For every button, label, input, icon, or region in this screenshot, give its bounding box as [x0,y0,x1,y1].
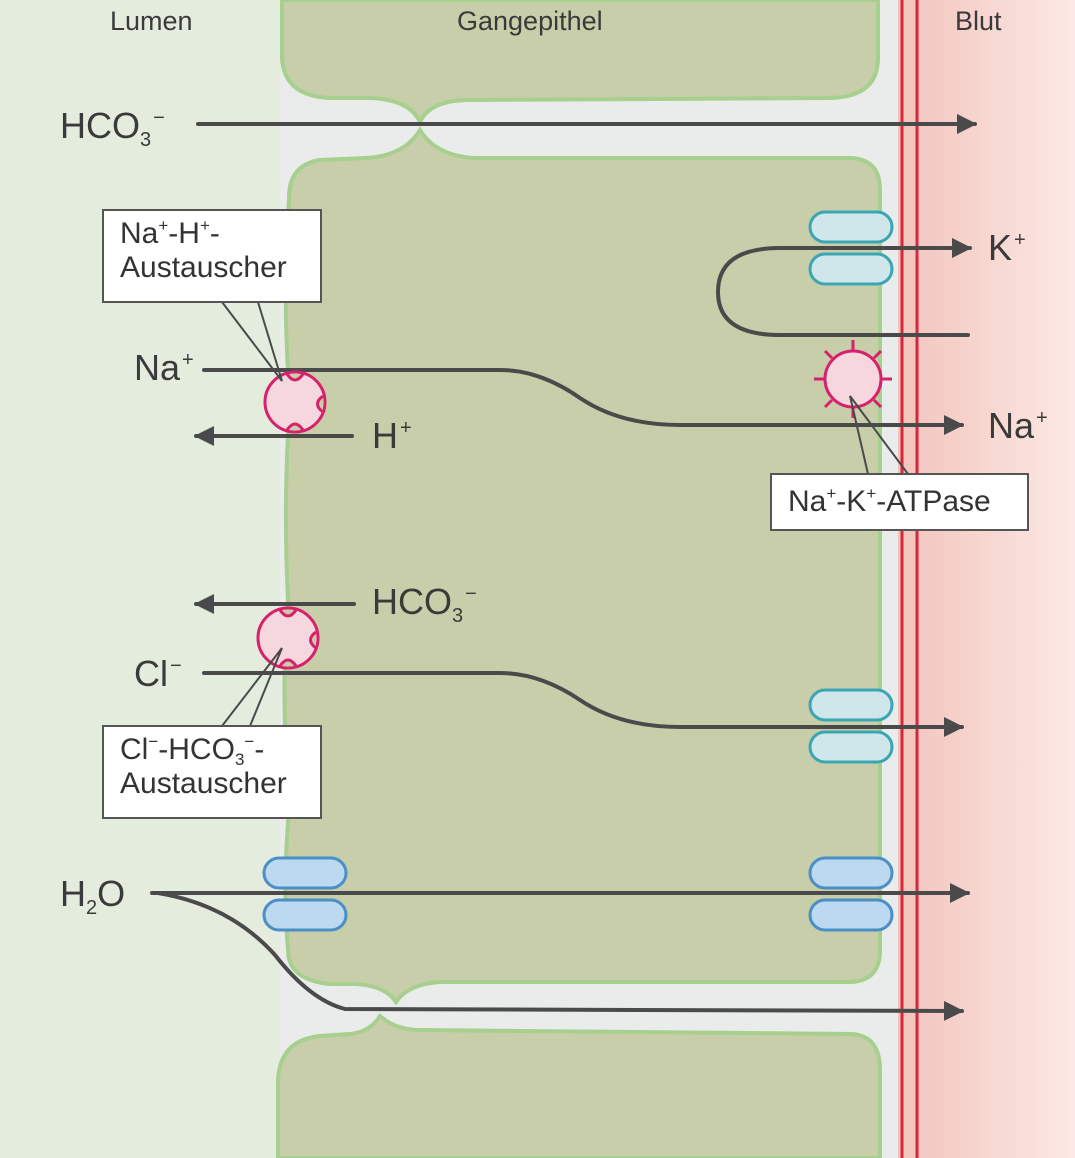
cl-hco3-exchanger [256,606,320,670]
cl-channel-upper [808,688,894,722]
callout-na-h-line2: Austauscher [120,250,287,284]
lumen-background [0,0,290,1158]
callout-cl-hco3-exchanger: Cl−-HCO3−- Austauscher [102,725,322,819]
ion-label-cl: Cl − [134,653,182,694]
cell-bottom [276,1012,882,1158]
arrow-na [202,368,964,435]
ion-label-k: K + [988,227,1026,268]
k-channel-lower [808,252,894,286]
pointer-atpase [849,395,909,475]
ion-label-h: H + [372,415,412,456]
ion-label-na-blood: Na + [988,405,1048,446]
ion-label-na-lumen: Na + [134,347,194,388]
callout-na-h-exchanger: Na+-H+- Austauscher [102,209,322,303]
region-label-lumen: Lumen [110,6,193,36]
k-channel-upper [808,210,894,244]
na-k-atpase-pump [814,340,892,418]
region-label-blood: Blut [955,6,1002,36]
arrow-h2o-paracellular [156,891,964,1021]
ion-label-hco3-secreted: HCO3− [372,581,477,627]
aquaporin-basal-lower [808,898,894,932]
aquaporin-apical-upper [262,856,348,890]
cell-top [280,0,880,127]
ion-label-hco3-top: HCO3− [60,105,165,151]
callout-cl-hco3-line1: Cl−-HCO3−- [120,732,265,769]
ion-label-h2o: H2O [60,873,126,919]
callout-cl-hco3-line2: Austauscher [120,766,287,800]
cell-main [282,126,882,1006]
na-h-exchanger [263,370,327,434]
pointer-cl-hco3 [221,647,283,727]
aquaporin-basal-upper [808,856,894,890]
region-label-epithelium: Gangepithel [457,6,603,36]
callout-na-h-line1: Na+-H+- [120,216,220,250]
aquaporin-apical-lower [262,898,348,932]
cl-channel-lower [808,730,894,764]
pointer-na-h [221,301,283,382]
arrow-cl [202,671,964,737]
arrow-k-recycling [715,238,972,337]
callout-na-k-atpase: Na+-K+-ATPase [770,473,1029,531]
blood-vessel [898,0,1075,1158]
